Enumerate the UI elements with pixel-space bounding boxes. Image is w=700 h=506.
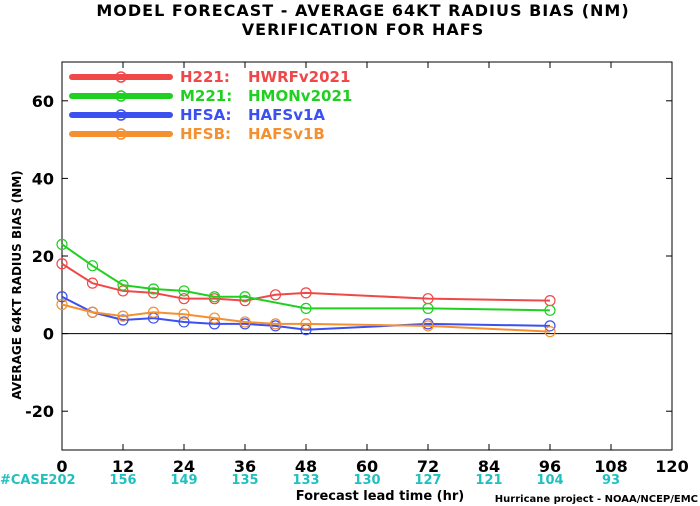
chart-subtitle: VERIFICATION FOR HAFS	[242, 20, 484, 39]
data-point	[422, 302, 434, 314]
x-tick-label: 108	[594, 457, 627, 476]
data-point	[544, 326, 556, 338]
x-tick-label: 24	[173, 457, 195, 476]
data-point	[147, 306, 160, 318]
x-tick-label: 36	[234, 457, 256, 476]
x-tick-label: 0	[56, 457, 67, 476]
case-count: 127	[414, 473, 441, 488]
case-count: 93	[602, 473, 620, 488]
case-count: 135	[231, 473, 258, 488]
data-point	[117, 314, 129, 326]
case-count: 121	[475, 473, 502, 488]
case-count: 156	[109, 473, 136, 488]
x-tick-label: 84	[478, 457, 500, 476]
data-point	[208, 312, 221, 324]
data-point	[178, 293, 190, 305]
data-point	[178, 308, 190, 320]
case-count: 202	[48, 473, 75, 488]
data-point	[56, 291, 68, 303]
data-point	[86, 277, 99, 289]
series-2	[56, 291, 556, 336]
legend-marker	[115, 90, 127, 102]
x-tick-label: 48	[295, 457, 317, 476]
legend-name: HFSA:	[180, 106, 232, 124]
data-point	[86, 260, 99, 272]
legend-item: HFSA: HAFSv1A	[69, 106, 325, 124]
legend-desc: HAFSv1B	[248, 125, 325, 143]
case-count: 133	[292, 473, 319, 488]
series-line	[61, 243, 551, 312]
data-point	[300, 287, 312, 299]
data-point	[178, 285, 190, 297]
legend-name: HFSB:	[180, 125, 231, 143]
case-count: 130	[353, 473, 380, 488]
data-point	[269, 318, 282, 330]
data-point	[56, 298, 68, 311]
data-point	[86, 306, 99, 318]
case-count: 104	[536, 473, 563, 488]
series-1	[56, 238, 556, 316]
legend-item: H221: HWRFv2021	[69, 68, 350, 86]
x-tick-label: 60	[356, 457, 378, 476]
legend-item: HFSB: HAFSv1B	[69, 125, 325, 143]
data-point	[56, 258, 68, 270]
data-point	[239, 291, 251, 303]
data-point	[544, 304, 556, 316]
y-tick-label: -20	[25, 402, 54, 421]
data-point	[239, 295, 251, 307]
case-label: #CASE	[0, 473, 49, 488]
x-tick-label: 72	[417, 457, 439, 476]
data-point	[147, 283, 160, 295]
legend-item: M221: HMONv2021	[69, 87, 352, 105]
data-point	[178, 316, 190, 328]
data-point	[422, 320, 434, 332]
legend-desc: HAFSv1A	[248, 106, 325, 124]
y-tick-label: 60	[32, 92, 54, 111]
data-point	[117, 279, 129, 291]
data-point	[56, 238, 68, 250]
x-tick-label: 120	[655, 457, 688, 476]
series-line	[61, 295, 551, 331]
data-point	[239, 316, 251, 328]
series-line	[61, 262, 551, 302]
chart-title: MODEL FORECAST - AVERAGE 64KT RADIUS BIA…	[96, 1, 629, 20]
legend-marker	[115, 128, 127, 140]
legend-desc: HWRFv2021	[248, 68, 350, 86]
series-line	[61, 303, 551, 333]
data-point	[208, 291, 221, 303]
x-tick-label: 12	[112, 457, 134, 476]
data-point	[300, 318, 312, 330]
y-axis-label: AVERAGE 64KT RADIUS BIAS (NM)	[10, 170, 24, 399]
legend-name: M221:	[180, 87, 232, 105]
legend-desc: HMONv2021	[248, 87, 352, 105]
case-count: 149	[170, 473, 197, 488]
data-point	[269, 289, 282, 301]
data-point	[117, 310, 129, 322]
plot-frame	[61, 61, 673, 451]
series-3	[56, 298, 556, 338]
credit-text: Hurricane project - NOAA/NCEP/EMC	[495, 494, 698, 505]
data-point	[147, 287, 160, 299]
y-tick-label: 40	[32, 169, 54, 188]
x-axis-label: Forecast lead time (hr)	[296, 489, 464, 504]
x-tick-label: 96	[539, 457, 561, 476]
data-point	[300, 302, 312, 314]
legend-name: H221:	[180, 68, 230, 86]
y-tick-label: 0	[43, 325, 54, 344]
legend-marker	[115, 71, 127, 83]
legend-marker	[115, 109, 127, 121]
series-0	[56, 258, 556, 307]
y-tick-label: 20	[32, 247, 54, 266]
